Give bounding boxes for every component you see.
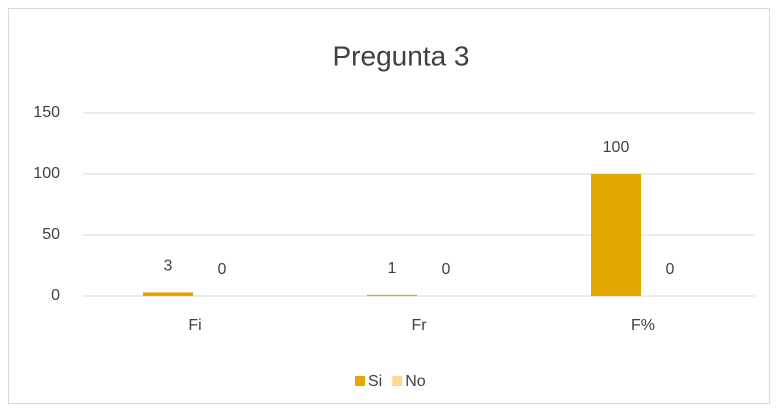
y-tick-label: 50 — [42, 226, 60, 243]
legend-swatch — [392, 376, 403, 386]
chart-title: Pregunta 3 — [333, 40, 470, 71]
data-label: 100 — [603, 139, 630, 156]
y-tick-label: 100 — [33, 165, 60, 182]
bar — [143, 292, 193, 296]
y-tick-label: 150 — [33, 104, 60, 121]
bar — [367, 294, 417, 296]
legend-swatch — [355, 376, 365, 386]
legend-label: No — [405, 373, 426, 390]
data-label: 1 — [388, 260, 397, 277]
y-tick-label: 0 — [51, 287, 60, 304]
data-label: 0 — [442, 261, 451, 278]
bar — [591, 174, 641, 296]
data-label: 0 — [218, 261, 227, 278]
chart-border — [8, 8, 770, 404]
legend-label: Si — [368, 373, 382, 390]
x-tick-label: F% — [631, 317, 655, 334]
data-label: 3 — [164, 258, 173, 275]
data-label: 0 — [666, 261, 675, 278]
x-tick-label: Fi — [188, 317, 201, 334]
x-tick-label: Fr — [411, 317, 427, 334]
